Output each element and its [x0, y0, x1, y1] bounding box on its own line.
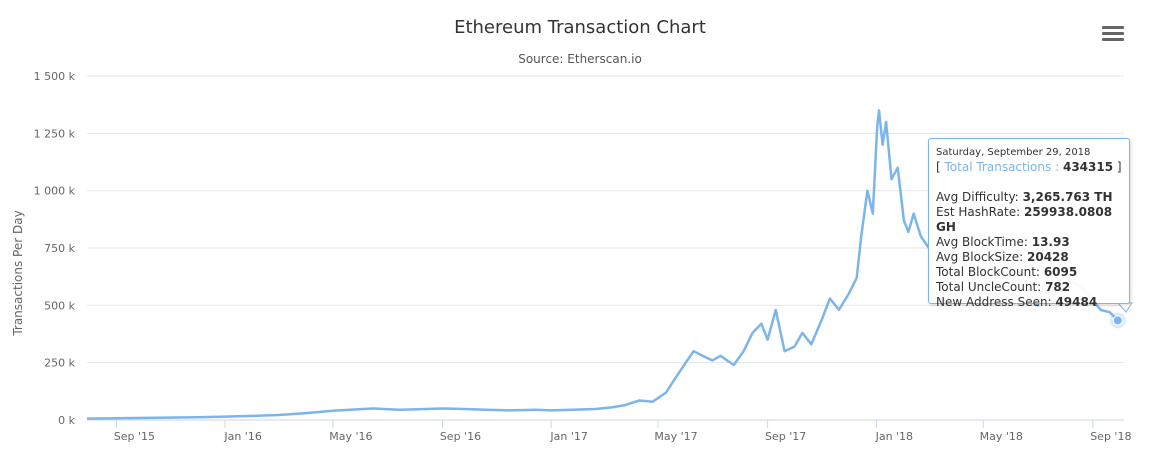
tooltip-series-label: Total Transactions: [944, 160, 1052, 174]
x-tick-label: May '16: [329, 430, 372, 443]
x-tick-label: Sep '15: [114, 430, 155, 443]
y-tick-label: 1 000 k: [34, 185, 76, 198]
y-tick-label: 1 250 k: [34, 127, 76, 140]
chart-subtitle: Source: Etherscan.io: [518, 52, 642, 66]
tooltip-row-blockcount: Total BlockCount: 6095: [936, 265, 1078, 279]
x-tick-label: Jan '18: [875, 430, 913, 443]
y-tick-label: 500 k: [44, 299, 75, 312]
y-tick-label: 250 k: [44, 357, 75, 370]
tooltip-row-new-addresses: New Address Seen: 49484: [936, 295, 1098, 309]
x-tick-label: May '18: [980, 430, 1023, 443]
tooltip-row-blocktime: Avg BlockTime: 13.93: [936, 235, 1070, 249]
y-axis-title: Transactions Per Day: [11, 210, 25, 336]
tooltip-series-line: [ Total Transactions : 434315 ]: [936, 160, 1122, 175]
tooltip-row-unclecount: Total UncleCount: 782: [936, 280, 1071, 294]
tooltip-separator: :: [1055, 160, 1060, 174]
y-tick-label: 0 k: [58, 414, 75, 427]
tooltip-row-blocksize: Avg BlockSize: 20428: [936, 250, 1069, 264]
hover-point: [1112, 315, 1123, 326]
x-tick-label: Jan '17: [549, 430, 587, 443]
x-tick-label: Sep '16: [440, 430, 481, 443]
data-tooltip: Saturday, September 29, 2018 [ Total Tra…: [928, 138, 1130, 309]
tooltip-date: Saturday, September 29, 2018: [936, 147, 1091, 158]
y-tick-label: 1 500 k: [34, 70, 76, 83]
tooltip-series-value: 434315: [1062, 160, 1114, 174]
tooltip-bracket-open: [: [936, 160, 941, 174]
tooltip-bracket-close: ]: [1116, 160, 1122, 174]
x-tick-label: May '17: [654, 430, 697, 443]
x-tick-label: Jan '16: [223, 430, 261, 443]
hamburger-menu-icon[interactable]: [1102, 26, 1124, 42]
tooltip-row-hashrate: Est HashRate: 259938.0808 GH: [936, 205, 1113, 234]
x-tick-label: Sep '17: [765, 430, 806, 443]
tooltip-row-difficulty: Avg Difficulty: 3,265.763 TH: [936, 190, 1113, 204]
y-tick-label: 750 k: [44, 242, 75, 255]
chart-title: Ethereum Transaction Chart: [454, 17, 706, 38]
x-tick-label: Sep '18: [1090, 430, 1131, 443]
